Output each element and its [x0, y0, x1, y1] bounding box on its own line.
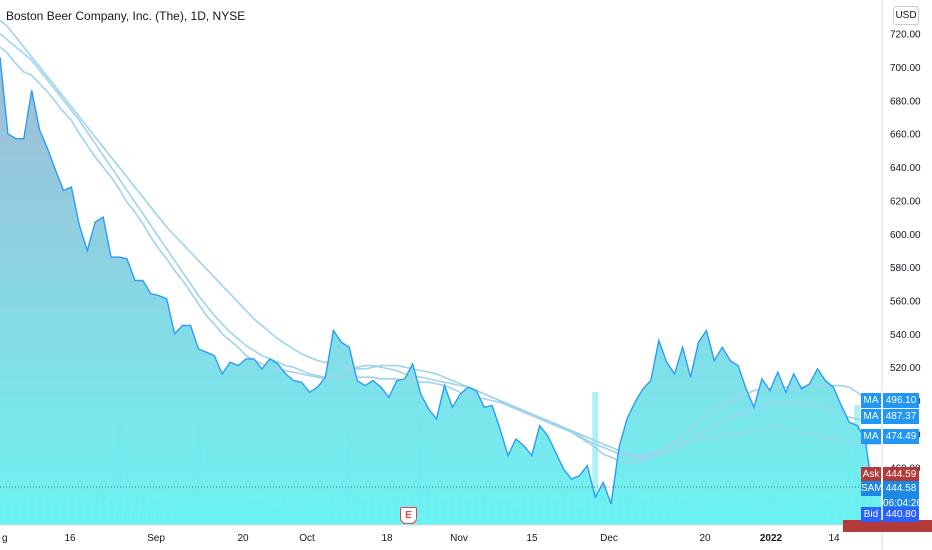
price-tag-value: 444.59 — [883, 467, 919, 482]
earnings-marker-icon[interactable]: E — [400, 507, 417, 524]
currency-button[interactable]: USD — [893, 6, 919, 25]
price-tick-label: 600.00 — [890, 230, 921, 241]
time-tick-label: Oct — [299, 533, 315, 544]
price-tick-label: 640.00 — [890, 163, 921, 174]
price-tag-label: Ask — [861, 467, 881, 482]
price-tick-label: 620.00 — [890, 196, 921, 207]
price-line — [0, 56, 881, 505]
moving-averages — [0, 19, 882, 464]
time-tick-label: 20 — [237, 533, 249, 544]
price-tag-label: Bid — [861, 507, 881, 522]
ma-line-2 — [0, 19, 881, 459]
time-tick-label: 2022 — [760, 533, 783, 544]
time-tick-label: 16 — [64, 533, 76, 544]
time-tick-label: 20 — [699, 533, 711, 544]
price-tag-value: 440.80 — [883, 507, 919, 522]
price-tag-label: MA — [861, 393, 881, 408]
time-tick-label: 18 — [381, 533, 393, 544]
price-tick-label: 660.00 — [890, 130, 921, 141]
price-tick-label: 520.00 — [890, 363, 921, 374]
price-tick-label: 700.00 — [890, 63, 921, 74]
time-tick-label: Sep — [147, 533, 165, 544]
time-tick-label: g — [2, 533, 8, 544]
axis-tag-bottom — [843, 520, 932, 532]
price-tag-label: SAM — [861, 481, 883, 496]
ma-line-1 — [0, 46, 882, 464]
time-tick-label: Dec — [600, 533, 618, 544]
ma-line-3 — [0, 32, 881, 457]
time-tick-label: 15 — [526, 533, 538, 544]
chart-title: Boston Beer Company, Inc. (The), 1D, NYS… — [6, 9, 246, 23]
price-tick-label: 580.00 — [890, 263, 921, 274]
volume-bar — [592, 392, 599, 525]
price-tick-label: 560.00 — [890, 297, 921, 308]
time-tick-label: Nov — [450, 533, 468, 544]
price-tag-value: 487.37 — [883, 409, 919, 424]
price-tick-label: 720.00 — [890, 30, 921, 41]
price-tag-label: MA — [861, 429, 881, 444]
time-tick-label: 14 — [828, 533, 840, 544]
price-tick-label: 680.00 — [890, 96, 921, 107]
price-tag-value: 444.58 — [883, 481, 919, 496]
price-tag-value: 474.49 — [883, 429, 919, 444]
price-tag-value: 496.10 — [883, 393, 919, 408]
time-axis-labels: g 16 Sep 20 Oct 18 Nov 15 Dec 20 2022 14 — [2, 533, 840, 544]
price-area — [0, 57, 881, 525]
price-tag-label: MA — [861, 409, 881, 424]
price-tick-label: 540.00 — [890, 330, 921, 341]
